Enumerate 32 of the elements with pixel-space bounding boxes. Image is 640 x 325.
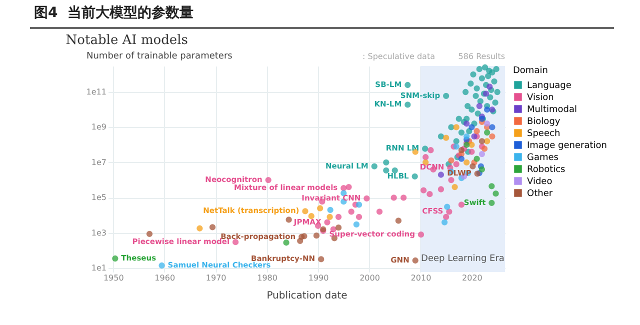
text: : Speculative data [362, 52, 436, 61]
legend-label: Games [527, 153, 559, 163]
legend-label: Video [527, 177, 553, 187]
x-tick-label: 1990 [308, 274, 329, 282]
x-tick-label: 1950 [103, 274, 124, 282]
text: 586 Results [458, 52, 505, 61]
x-tick-label: 1960 [154, 274, 176, 282]
y-tick-label: 1e11 [86, 88, 106, 97]
legend-label: Speech [527, 129, 560, 139]
y-tick-label: 1e9 [91, 122, 106, 132]
y-tick-label: 1e5 [91, 193, 106, 202]
y-tick-label: 1e7 [91, 158, 106, 167]
y-axis-title: Number of trainable parameters [86, 52, 233, 62]
legend-label: Other [527, 189, 553, 199]
x-tick-label: 1980 [257, 274, 278, 282]
legend-label: Image generation [527, 141, 607, 151]
legend-title: Domain [513, 66, 548, 76]
y-tick-label: 1e3 [91, 228, 106, 238]
legend-label: Biology [527, 117, 561, 127]
band-label: Deep Learning Era [421, 254, 504, 264]
x-tick-label: 1970 [206, 274, 226, 282]
legend-label: Language [527, 81, 572, 91]
legend-label: Robotics [527, 165, 566, 175]
y-tick-label: 1e1 [91, 264, 106, 273]
x-axis-title: Publication date [266, 290, 348, 302]
x-tick-label: 2020 [462, 274, 482, 282]
x-tick-label: 2000 [360, 274, 380, 282]
chart-title: 图4 当前大模型的参数量 [30, 4, 614, 29]
legend-label: Vision [527, 93, 554, 103]
chart-subtitle: Notable AI models [66, 33, 188, 48]
legend-label: Multimodal [527, 105, 578, 115]
x-tick-label: 2010 [410, 274, 432, 282]
